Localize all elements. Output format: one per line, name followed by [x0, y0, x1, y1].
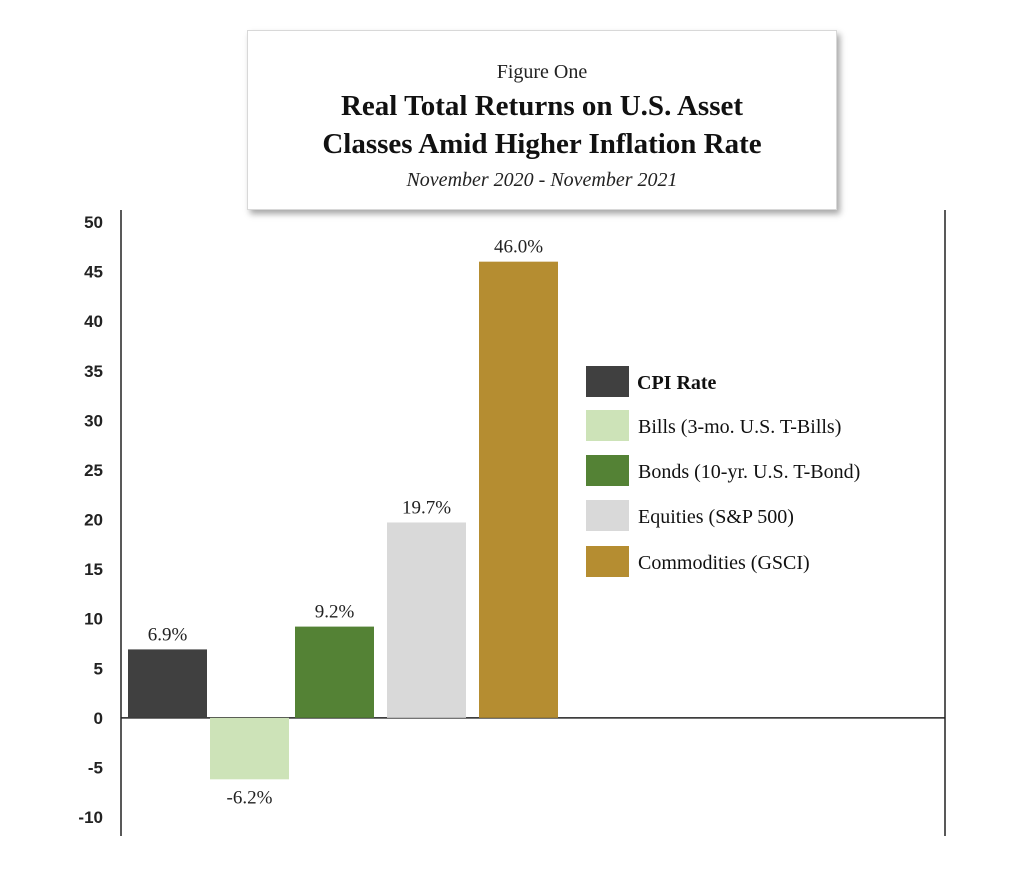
- y-tick-label: 20: [84, 511, 103, 530]
- y-tick-label: -5: [88, 758, 103, 777]
- legend-label: Bills (3-mo. U.S. T-Bills): [638, 416, 841, 438]
- legend-label: Equities (S&P 500): [638, 506, 794, 528]
- chart-title-line-2: Classes Amid Higher Inflation Rate: [322, 128, 762, 160]
- bars: [128, 261, 558, 780]
- bar: [295, 626, 374, 718]
- bar-data-label: 6.9%: [148, 624, 188, 645]
- bar-data-label: 46.0%: [494, 237, 543, 258]
- bar-data-labels: 6.9% -6.2% 9.2% 19.7% 46.0%: [148, 237, 544, 809]
- y-tick-label: 40: [84, 312, 103, 331]
- legend-label: CPI Rate: [637, 372, 717, 394]
- legend-swatch: [586, 546, 629, 577]
- legend-swatch: [586, 410, 629, 441]
- chart-subtitle: November 2020 - November 2021: [406, 169, 678, 191]
- bar: [479, 261, 558, 718]
- y-tick-label: 25: [84, 461, 103, 480]
- y-tick-label: 10: [84, 610, 103, 629]
- legend-swatch: [586, 366, 629, 397]
- y-tick-label: 50: [84, 213, 103, 232]
- legend-swatch: [586, 455, 629, 486]
- bar: [128, 649, 207, 718]
- title-box: Figure One Real Total Returns on U.S. As…: [247, 30, 837, 210]
- chart-title-line-1: Real Total Returns on U.S. Asset: [340, 90, 744, 122]
- y-tick-label: 45: [84, 263, 103, 282]
- legend-label: Commodities (GSCI): [638, 552, 810, 574]
- y-tick-label: 5: [94, 659, 103, 678]
- y-tick-label: 0: [94, 709, 103, 728]
- figure-label: Figure One: [496, 61, 588, 83]
- legend: CPI Rate Bills (3-mo. U.S. T-Bills) Bonds …: [586, 366, 860, 577]
- y-tick-label: -10: [78, 808, 103, 827]
- bar-data-label: -6.2%: [227, 787, 273, 808]
- bar-data-label: 9.2%: [315, 602, 355, 623]
- legend-label: Bonds (10-yr. U.S. T-Bond): [638, 461, 860, 483]
- bar: [210, 717, 289, 780]
- y-tick-label: 15: [84, 560, 103, 579]
- chart-title: Real Total Returns on U.S. Asset Classes…: [248, 87, 836, 163]
- bar: [387, 522, 466, 718]
- y-tick-label: 35: [84, 362, 103, 381]
- bar-data-label: 19.7%: [402, 497, 451, 518]
- legend-swatch: [586, 500, 629, 531]
- y-tick-label: 30: [84, 411, 103, 430]
